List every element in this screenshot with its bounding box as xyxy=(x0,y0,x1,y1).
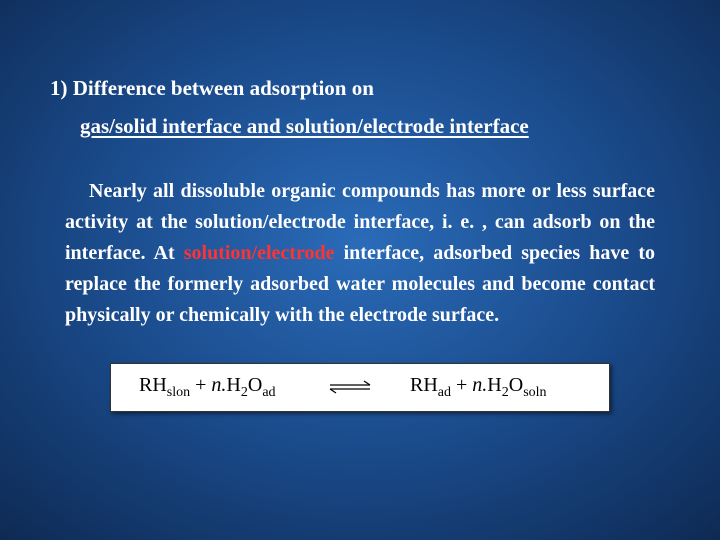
equilibrium-arrow-icon xyxy=(326,378,374,396)
eq-rhs-rh-sub: ad xyxy=(438,385,451,400)
body-highlight: solution/electrode xyxy=(184,242,335,264)
heading-block: 1) Difference between adsorption on gas/… xyxy=(50,70,670,146)
eq-rhs-rh: RH xyxy=(410,374,438,396)
equation-lhs: RHslon + n.H2Oad xyxy=(129,374,320,401)
eq-lhs-plus: + xyxy=(190,374,211,396)
heading-line-1: 1) Difference between adsorption on xyxy=(50,70,670,108)
eq-lhs-h-sub: 2 xyxy=(241,385,248,400)
eq-rhs-plus: + xyxy=(451,374,472,396)
eq-lhs-rh-sub: slon xyxy=(167,385,190,400)
heading-line-2: gas/solid interface and solution/electro… xyxy=(50,108,670,146)
equation-rhs: RHad + n.H2Osoln xyxy=(380,374,591,401)
slide: 1) Difference between adsorption on gas/… xyxy=(0,0,720,540)
eq-lhs-o: O xyxy=(248,374,262,396)
eq-lhs-h: H xyxy=(226,374,240,396)
eq-lhs-rh: RH xyxy=(139,374,167,396)
equation-box: RHslon + n.H2Oad RHad + n.H2Osoln xyxy=(110,363,610,412)
eq-rhs-h-sub: 2 xyxy=(502,385,509,400)
eq-rhs-o: O xyxy=(509,374,523,396)
eq-rhs-o-sub: soln xyxy=(523,385,546,400)
eq-rhs-n: n. xyxy=(472,374,487,396)
body-paragraph: Nearly all dissoluble organic compounds … xyxy=(50,176,670,331)
eq-rhs-h: H xyxy=(487,374,501,396)
eq-lhs-o-sub: ad xyxy=(262,385,275,400)
eq-lhs-n: n. xyxy=(211,374,226,396)
